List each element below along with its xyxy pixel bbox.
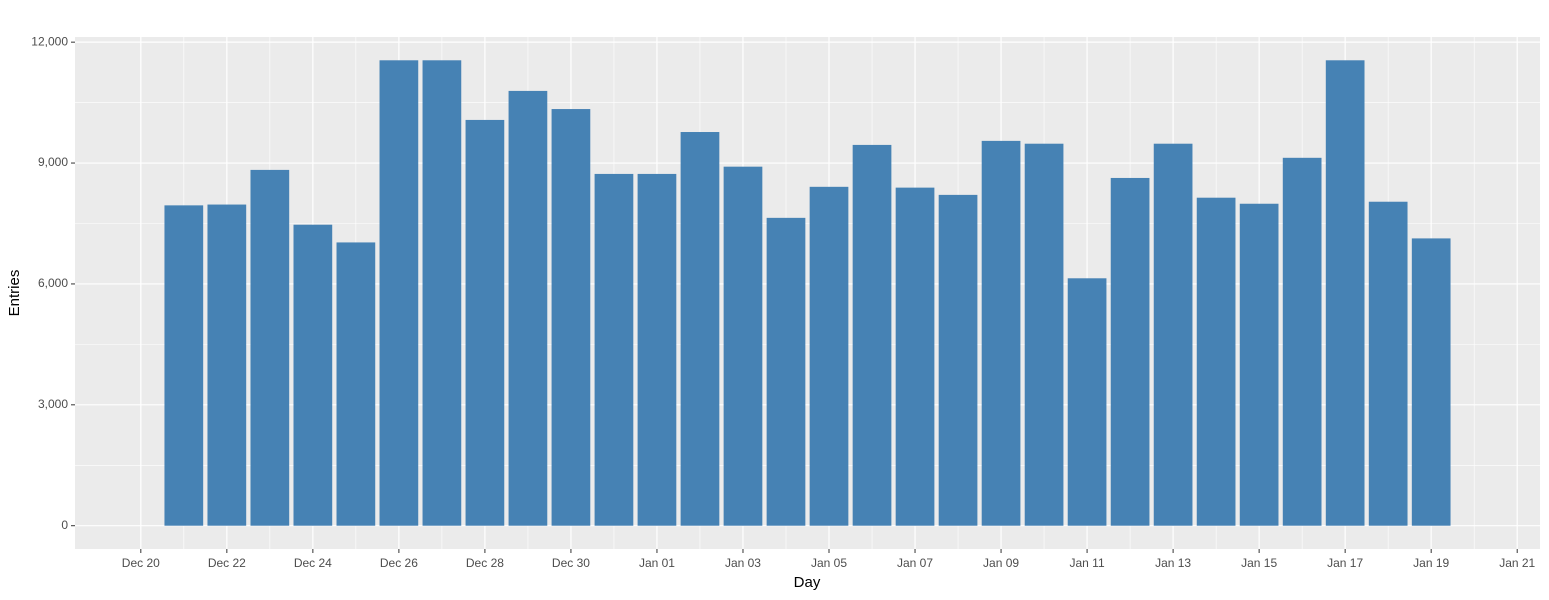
x-tick-label: Jan 13 xyxy=(1155,556,1191,570)
y-tick-label: 9,000 xyxy=(38,155,68,169)
bar xyxy=(1411,238,1451,526)
x-axis-title: Day xyxy=(794,574,821,591)
x-tick-label: Jan 03 xyxy=(725,556,761,570)
bar xyxy=(809,186,849,526)
bar xyxy=(422,60,462,526)
bar xyxy=(551,109,591,526)
bar xyxy=(207,204,247,526)
x-tick-label: Dec 26 xyxy=(380,556,418,570)
x-tick-label: Dec 30 xyxy=(552,556,590,570)
x-tick-label: Dec 22 xyxy=(208,556,246,570)
bar xyxy=(938,194,978,526)
y-tick-label: 3,000 xyxy=(38,397,68,411)
bar xyxy=(723,166,763,526)
x-tick-label: Jan 05 xyxy=(811,556,847,570)
x-tick-label: Dec 24 xyxy=(294,556,332,570)
x-tick-label: Dec 20 xyxy=(122,556,160,570)
bar xyxy=(1282,157,1322,526)
bar xyxy=(508,90,548,526)
bar xyxy=(1024,143,1064,526)
bar xyxy=(637,173,677,526)
bar xyxy=(766,217,806,526)
x-tick-label: Jan 17 xyxy=(1327,556,1363,570)
y-axis-title: Entries xyxy=(6,270,23,317)
bar xyxy=(1325,60,1365,526)
bar xyxy=(1196,197,1236,526)
x-tick-label: Jan 01 xyxy=(639,556,675,570)
x-tick-label: Jan 15 xyxy=(1241,556,1277,570)
bar xyxy=(680,132,720,526)
bar xyxy=(895,187,935,526)
bar xyxy=(465,119,505,526)
x-tick-label: Jan 19 xyxy=(1413,556,1449,570)
bar xyxy=(852,144,892,526)
x-tick-label: Jan 09 xyxy=(983,556,1019,570)
bar xyxy=(336,242,376,526)
bar xyxy=(250,169,290,526)
bar xyxy=(1110,177,1150,526)
bar xyxy=(164,205,204,526)
bar xyxy=(293,224,333,526)
bar xyxy=(1368,201,1408,526)
bar xyxy=(379,60,419,526)
bar xyxy=(1153,143,1193,526)
x-tick-label: Dec 28 xyxy=(466,556,504,570)
y-tick-label: 6,000 xyxy=(38,276,68,290)
y-tick-label: 0 xyxy=(61,518,68,532)
x-tick-label: Jan 21 xyxy=(1499,556,1535,570)
bar xyxy=(594,173,634,526)
x-tick-label: Jan 11 xyxy=(1070,556,1105,570)
x-tick-label: Jan 07 xyxy=(897,556,933,570)
bar xyxy=(1239,203,1279,526)
bar xyxy=(1067,278,1107,526)
bar xyxy=(981,140,1021,526)
y-tick-label: 12,000 xyxy=(31,34,68,48)
